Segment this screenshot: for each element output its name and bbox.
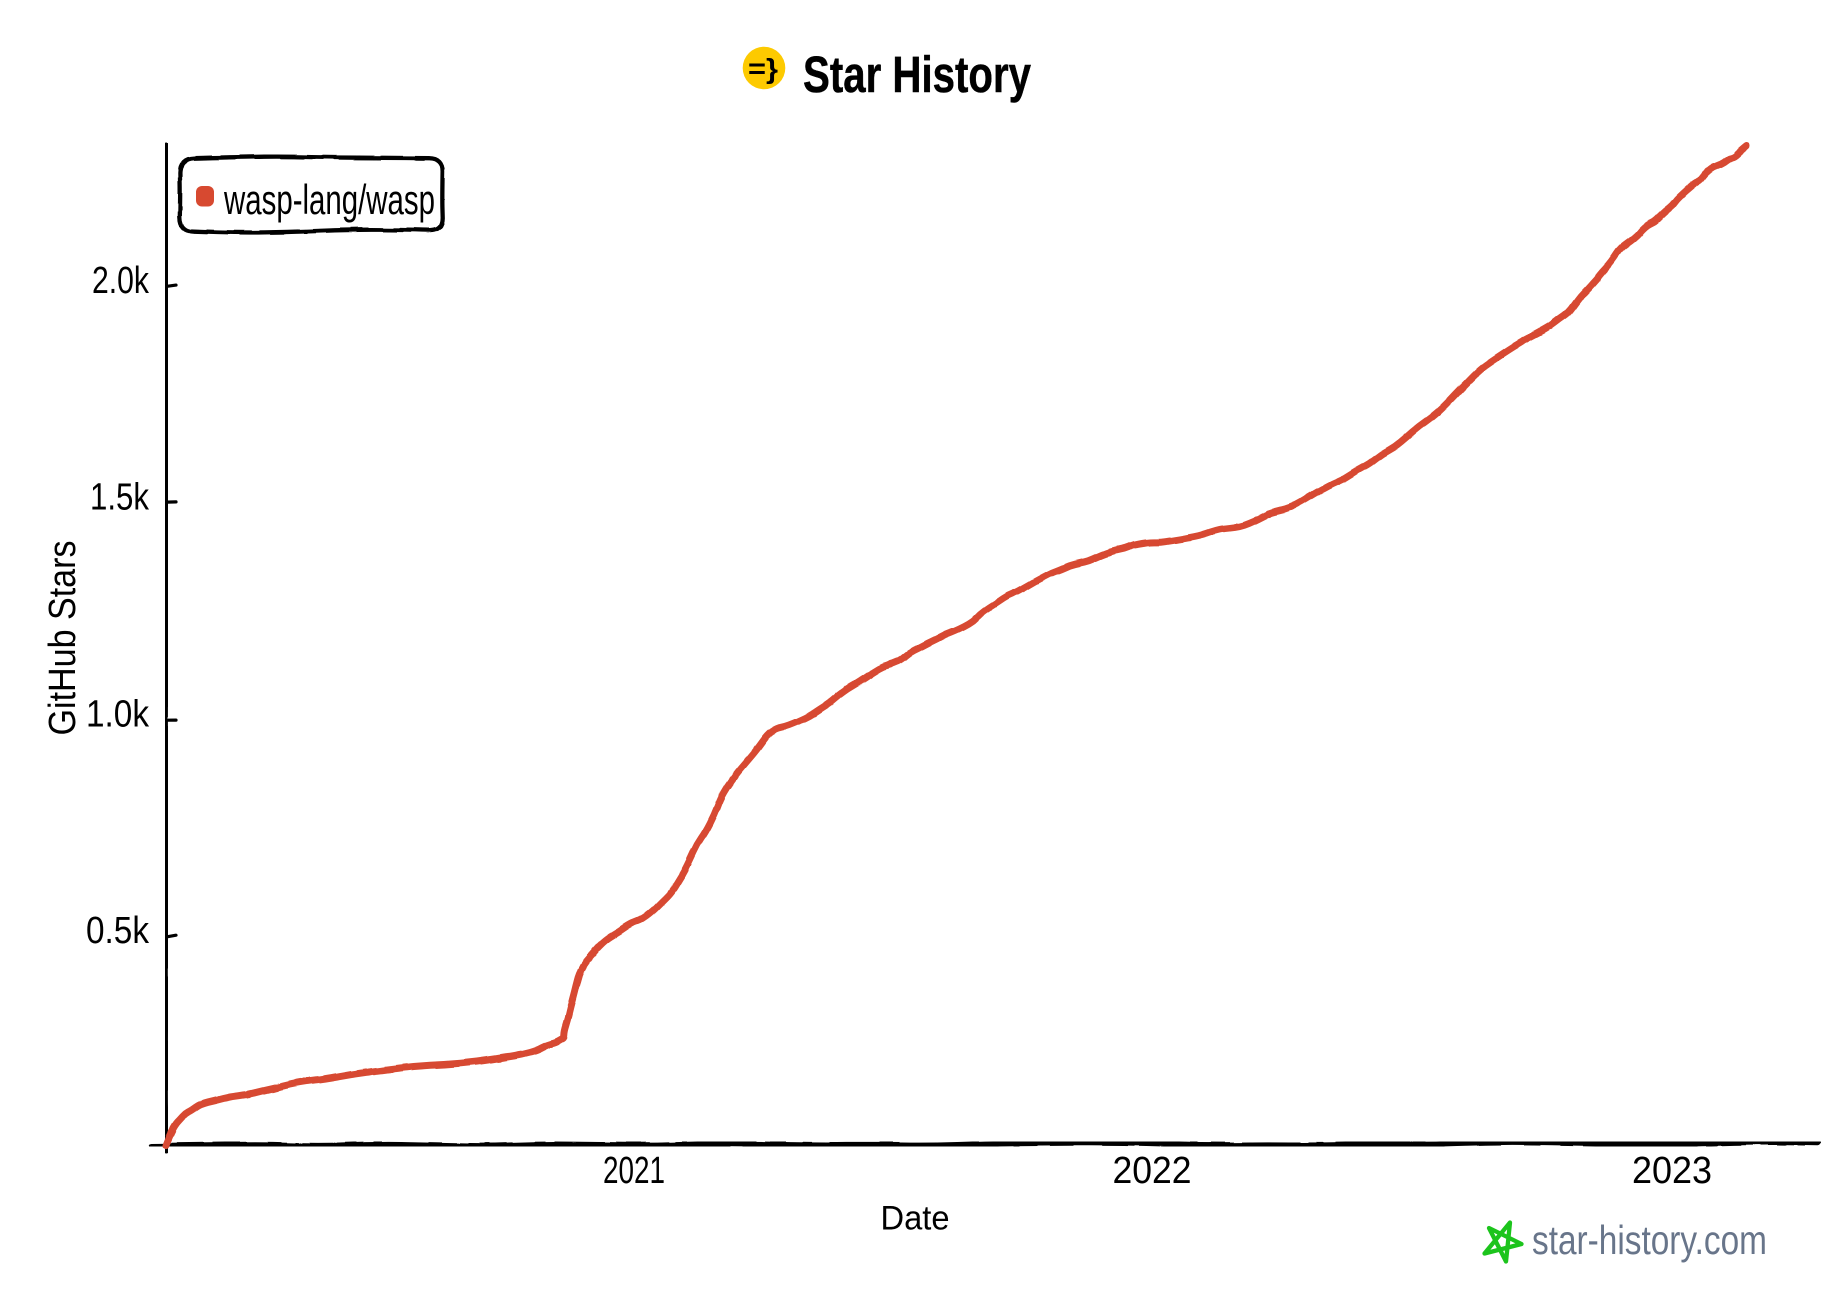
- svg-text:=}: =}: [748, 53, 778, 84]
- svg-text:GitHub Stars: GitHub Stars: [42, 541, 84, 736]
- svg-text:0.5k: 0.5k: [86, 910, 150, 952]
- svg-text:wasp-lang/wasp: wasp-lang/wasp: [223, 176, 435, 223]
- svg-text:2023: 2023: [1632, 1150, 1712, 1192]
- svg-text:2022: 2022: [1113, 1150, 1192, 1192]
- svg-text:Star History: Star History: [803, 46, 1031, 103]
- svg-text:Date: Date: [881, 1200, 950, 1238]
- svg-text:1.5k: 1.5k: [90, 476, 150, 518]
- svg-text:star-history.com: star-history.com: [1532, 1217, 1767, 1263]
- svg-text:2021: 2021: [603, 1150, 665, 1192]
- svg-text:1.0k: 1.0k: [86, 694, 150, 736]
- svg-text:2.0k: 2.0k: [92, 260, 150, 302]
